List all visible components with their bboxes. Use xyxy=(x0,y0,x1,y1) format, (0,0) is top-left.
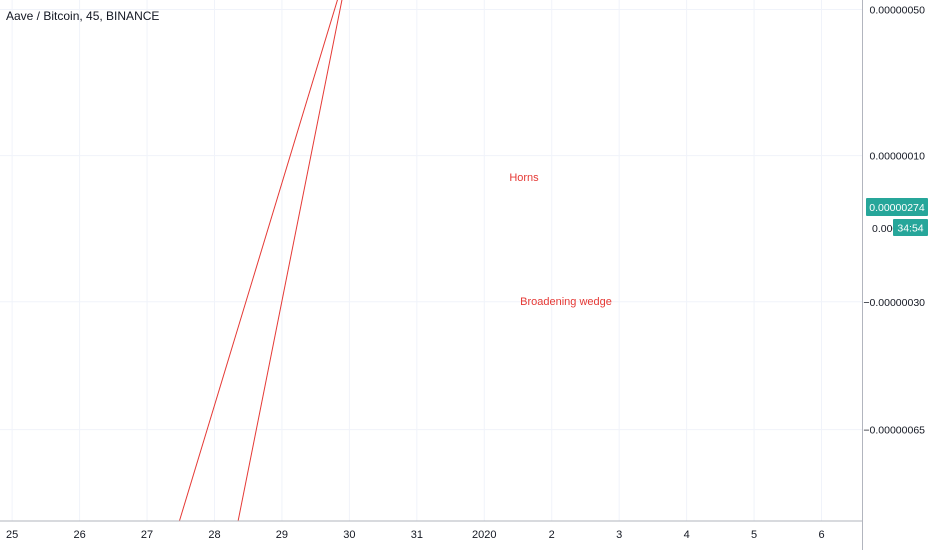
y-tick-label: 0.00000010 xyxy=(870,151,926,163)
y-tick-label: −0.00000065 xyxy=(863,425,925,437)
y-tick-label: 0.00000050 xyxy=(870,5,926,17)
x-tick-label: 29 xyxy=(276,529,288,541)
trend-lines[interactable] xyxy=(178,0,862,522)
price-badges: 0.00000274 0.000 34:54 xyxy=(866,198,928,236)
x-tick-label: 30 xyxy=(343,529,355,541)
y-tick-label: −0.00000030 xyxy=(863,297,925,309)
x-tick-label: 2 xyxy=(549,529,555,541)
countdown-badge xyxy=(893,219,928,236)
current-price-badge xyxy=(866,198,928,216)
x-tick-label: 5 xyxy=(751,529,757,541)
wedge-trend-line xyxy=(178,0,338,522)
horns-label: Horns xyxy=(509,172,539,184)
current-price-label: 0.00000274 xyxy=(869,202,925,214)
wedge-trend-line xyxy=(237,0,343,522)
x-tick-label: 3 xyxy=(616,529,622,541)
time-axis[interactable]: 25 26 27 28 29 30 31 2020 2 3 4 5 6 xyxy=(6,529,825,541)
x-tick-label: 6 xyxy=(818,529,824,541)
grid xyxy=(0,0,862,521)
x-tick-label: 31 xyxy=(411,529,423,541)
countdown-label: 34:54 xyxy=(897,223,923,235)
chart-title: Aave / Bitcoin, 45, BINANCE xyxy=(6,9,159,23)
broadening-wedge-label: Broadening wedge xyxy=(520,296,612,308)
second-price-label: 0.000 xyxy=(872,223,898,235)
x-tick-label: 26 xyxy=(73,529,85,541)
x-tick-label: 28 xyxy=(208,529,220,541)
x-tick-label: 27 xyxy=(141,529,153,541)
x-tick-label: 2020 xyxy=(472,529,496,541)
x-tick-label: 25 xyxy=(6,529,18,541)
price-axis[interactable]: 0.000005000.000004500.000004000.00000350… xyxy=(863,0,925,437)
x-tick-label: 4 xyxy=(684,529,690,541)
